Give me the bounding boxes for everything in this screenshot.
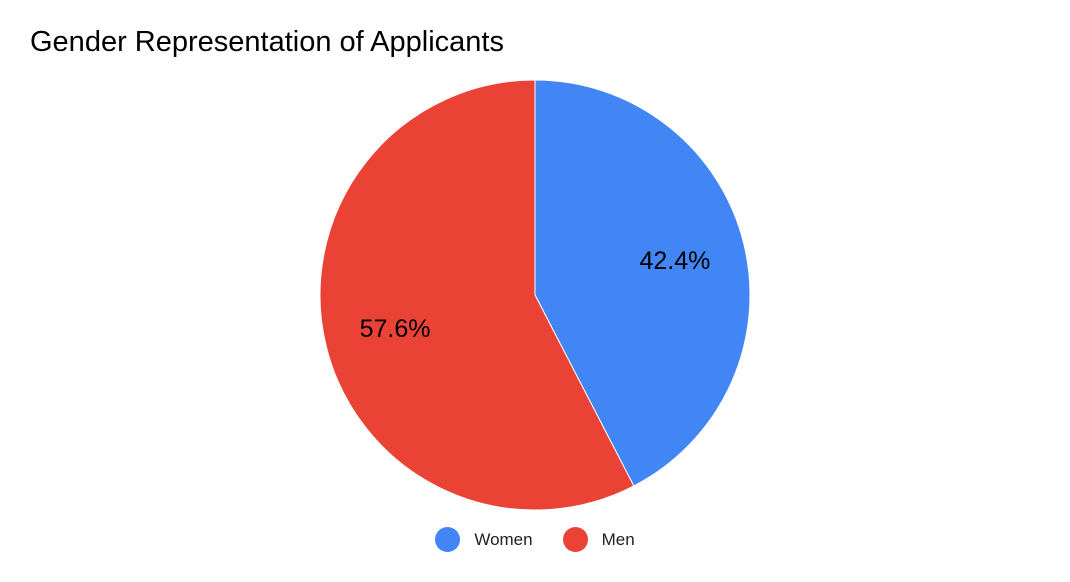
legend-label-women: Women [474,529,533,549]
legend: Women Men [0,527,1070,552]
legend-marker-women [435,527,461,552]
pie-slice-women[interactable] [534,79,751,487]
legend-label-men: Men [601,529,635,549]
slice-label-men: 57.6% [360,315,431,343]
slice-label-women: 42.4% [640,247,711,275]
legend-marker-men [562,527,588,552]
pie-slice-men[interactable] [319,79,635,511]
legend-item-men[interactable]: Men [562,527,635,552]
pie-slices [319,79,751,511]
chart-title: Gender Representation of Applicants [30,26,504,58]
pie-labels: 42.4% 57.6% [360,247,711,343]
legend-item-women[interactable]: Women [435,527,533,552]
